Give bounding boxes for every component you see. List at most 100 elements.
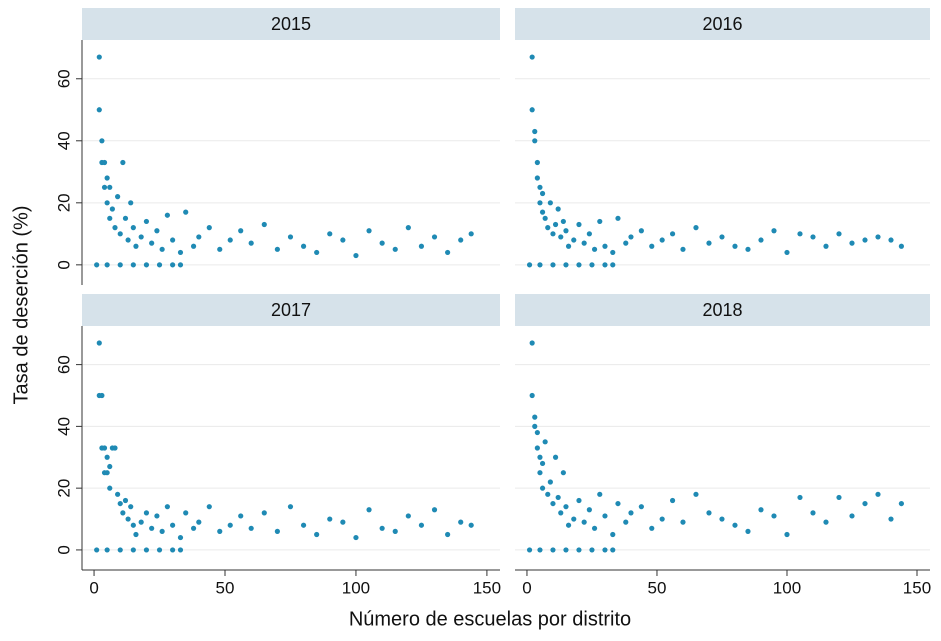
point (115, 194, 121, 200)
y-tick-label: 60 (54, 69, 73, 88)
point (104, 200, 110, 206)
point (379, 240, 385, 246)
point (143, 218, 150, 225)
point (353, 252, 359, 259)
point (537, 262, 543, 268)
y-tick-label: 0 (54, 545, 73, 554)
point (529, 340, 535, 346)
y-axis-title: Tasa de deserción (%) (10, 206, 32, 405)
panel-title: 2016 (702, 14, 742, 34)
point (745, 528, 751, 534)
point (183, 510, 189, 516)
point (117, 231, 123, 237)
point (104, 470, 110, 476)
point (732, 522, 738, 528)
point (190, 525, 197, 531)
point (287, 504, 294, 510)
y-tick-label: 0 (54, 260, 73, 269)
point (104, 547, 110, 553)
point (101, 445, 108, 451)
point (550, 547, 556, 553)
point (771, 228, 777, 234)
point (117, 500, 123, 507)
point (314, 531, 320, 538)
point (797, 494, 803, 501)
point (542, 439, 548, 445)
point (537, 547, 543, 553)
point (149, 525, 155, 531)
point (659, 237, 665, 243)
point (529, 54, 535, 60)
point (109, 206, 115, 212)
point (177, 249, 184, 256)
point (366, 228, 372, 234)
point (784, 531, 790, 538)
point (196, 519, 202, 525)
point (719, 516, 725, 522)
point (96, 54, 102, 60)
point (706, 510, 712, 516)
point (810, 510, 816, 516)
point (610, 249, 616, 256)
point (560, 218, 566, 225)
point (143, 510, 150, 516)
point (862, 500, 868, 507)
point (107, 215, 113, 221)
x-tick-label: 0 (522, 578, 531, 597)
point (680, 246, 686, 252)
point (177, 262, 184, 268)
point (458, 237, 464, 243)
x-tick-label: 50 (648, 578, 667, 597)
point (170, 262, 176, 268)
point (758, 237, 764, 243)
point (563, 228, 569, 234)
point (101, 184, 108, 190)
point (122, 497, 129, 504)
point (143, 547, 150, 553)
point (217, 246, 223, 252)
point (797, 231, 803, 237)
point (591, 525, 598, 531)
point (555, 206, 561, 212)
point (340, 237, 346, 243)
point (353, 534, 359, 541)
point (539, 460, 546, 467)
point (576, 497, 582, 504)
point (261, 221, 267, 228)
point (107, 463, 113, 470)
point (445, 249, 451, 256)
point (227, 237, 233, 243)
point (539, 209, 546, 215)
point (591, 246, 598, 252)
point (849, 513, 855, 519)
point (638, 228, 644, 234)
point (560, 470, 566, 476)
point (314, 249, 320, 256)
point (115, 491, 121, 497)
panel-title: 2018 (702, 300, 742, 320)
x-tick-label: 150 (473, 578, 501, 597)
point (875, 491, 881, 497)
point (836, 494, 842, 501)
point (379, 525, 385, 531)
y-tick-label: 40 (54, 417, 73, 436)
point (170, 522, 176, 528)
point (823, 243, 829, 249)
point (589, 262, 595, 268)
strip (82, 8, 500, 40)
point (177, 547, 184, 553)
point (122, 215, 129, 221)
point (547, 479, 553, 485)
strip (515, 8, 930, 40)
x-tick-label: 50 (216, 578, 235, 597)
point (125, 516, 131, 522)
point (154, 228, 160, 234)
point (392, 528, 398, 534)
point (418, 522, 425, 528)
point (888, 516, 894, 522)
point (128, 504, 134, 510)
point (862, 237, 868, 243)
point (340, 519, 346, 525)
point (177, 534, 184, 541)
